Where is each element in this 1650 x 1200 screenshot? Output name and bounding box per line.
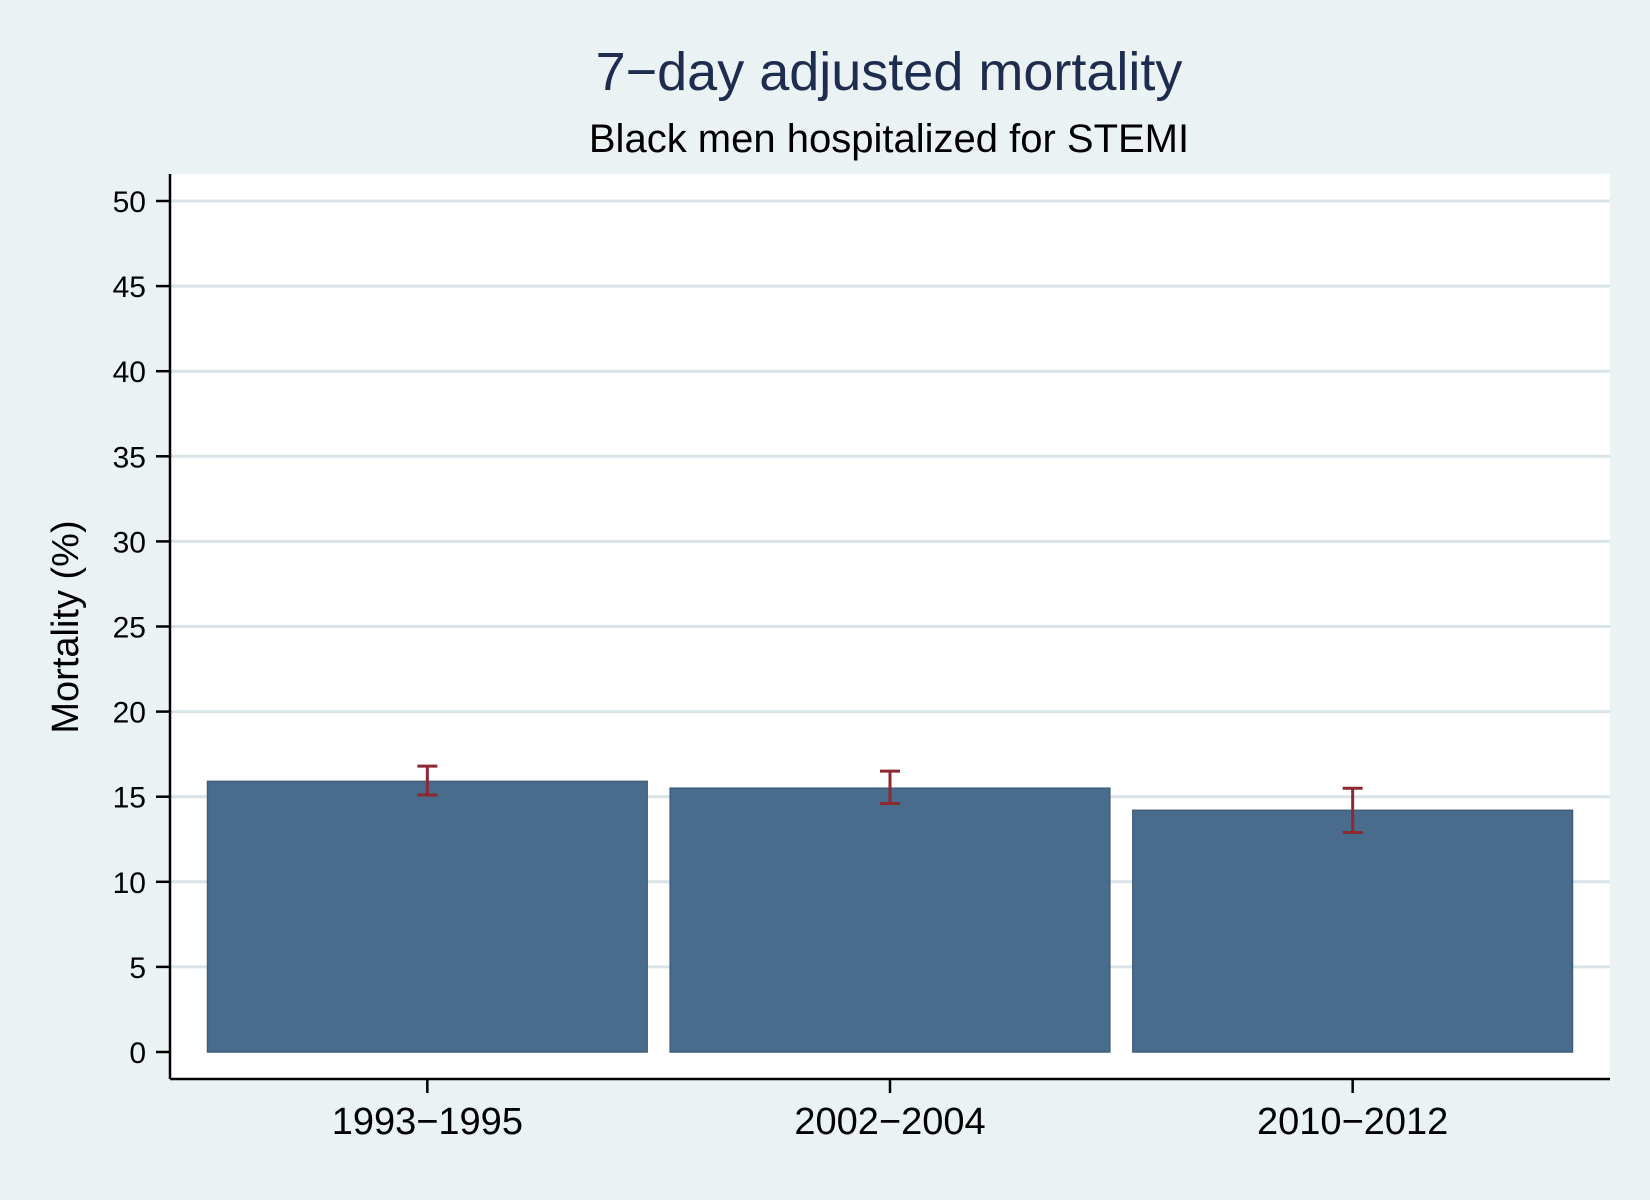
- chart-title: 7−day adjusted mortality: [596, 42, 1183, 102]
- y-tick-label: 5: [129, 952, 146, 985]
- x-tick-label: 2010−2012: [1257, 1101, 1448, 1143]
- error-bars: [417, 764, 1363, 834]
- y-tick-label: 10: [113, 867, 146, 900]
- y-axis-label: Mortality (%): [45, 520, 87, 733]
- y-tick-label: 0: [129, 1037, 146, 1070]
- x-tick-label: 1993−1995: [332, 1101, 523, 1143]
- bars: [206, 780, 1574, 1053]
- y-tick-label: 30: [113, 526, 146, 559]
- y-tick-label: 25: [113, 612, 146, 645]
- bar: [669, 787, 1111, 1053]
- y-tick-label: 15: [113, 782, 146, 815]
- y-tick-label: 50: [113, 186, 146, 219]
- y-tick-label: 20: [113, 697, 146, 730]
- y-tick-label: 45: [113, 271, 146, 304]
- y-tick-label: 40: [113, 356, 146, 389]
- x-tick-label: 2002−2004: [794, 1101, 985, 1143]
- y-tick-label: 35: [113, 441, 146, 474]
- bar: [1132, 809, 1574, 1053]
- bar: [206, 780, 648, 1053]
- axes: 0 5 10 15 20 25 30 35 40 45 50 1993−1995 2002−2004 20…: [113, 174, 1610, 1143]
- chart-subtitle: Black men hospitalized for STEMI: [589, 117, 1189, 161]
